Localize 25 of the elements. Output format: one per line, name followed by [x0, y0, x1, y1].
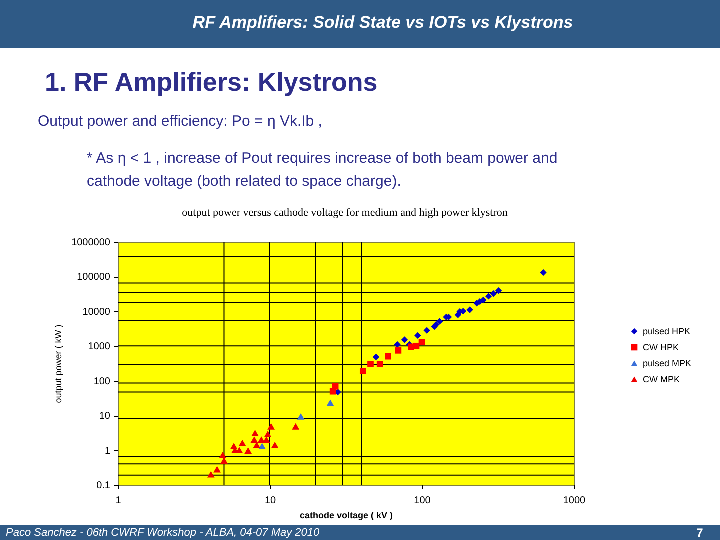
- x-tick-label: 1000: [563, 496, 586, 506]
- legend-label: pulsed MPK: [643, 358, 692, 368]
- y-axis-title: output power ( kW ): [54, 324, 64, 404]
- text: Output power and efficiency: Po = η Vk.Ib ,: [38, 113, 322, 130]
- legend-label: pulsed HPK: [643, 326, 691, 336]
- y-tick-label: 10000: [82, 306, 111, 318]
- y-tick-label: 100: [94, 376, 111, 388]
- y-tick-label: 1000000: [72, 238, 111, 248]
- x-tick-label: 1: [116, 496, 122, 506]
- text: 1. RF Amplifiers: Klystrons: [45, 67, 378, 97]
- y-tick-label: 1: [104, 446, 111, 457]
- x-axis-title: cathode voltage ( kV ): [300, 510, 394, 520]
- y-tick-label: 100000: [77, 272, 111, 284]
- text: Paco Sanchez - 06th CWRF Workshop - ALBA, 04-07 May 2010: [6, 527, 321, 539]
- x-tick-label: 100: [414, 496, 432, 506]
- y-tick-label: 1000: [88, 342, 111, 353]
- x-tick-label: 10: [264, 496, 276, 506]
- text: * As η < 1 , increase of Pout requires increase of both beam power and cathode voltage (both related to space charge).: [87, 150, 558, 190]
- y-tick-label: 10: [99, 411, 111, 422]
- legend-label: CW HPK: [643, 342, 679, 352]
- text: 7: [696, 526, 704, 540]
- chart-title: output power versus cathode voltage for medium and high power klystron: [182, 207, 508, 219]
- legend-label: CW MPK: [643, 374, 680, 384]
- y-tick-label: 0.1: [96, 480, 111, 492]
- text: RF Amplifiers: Solid State vs IOTs vs Klystrons: [192, 13, 574, 32]
